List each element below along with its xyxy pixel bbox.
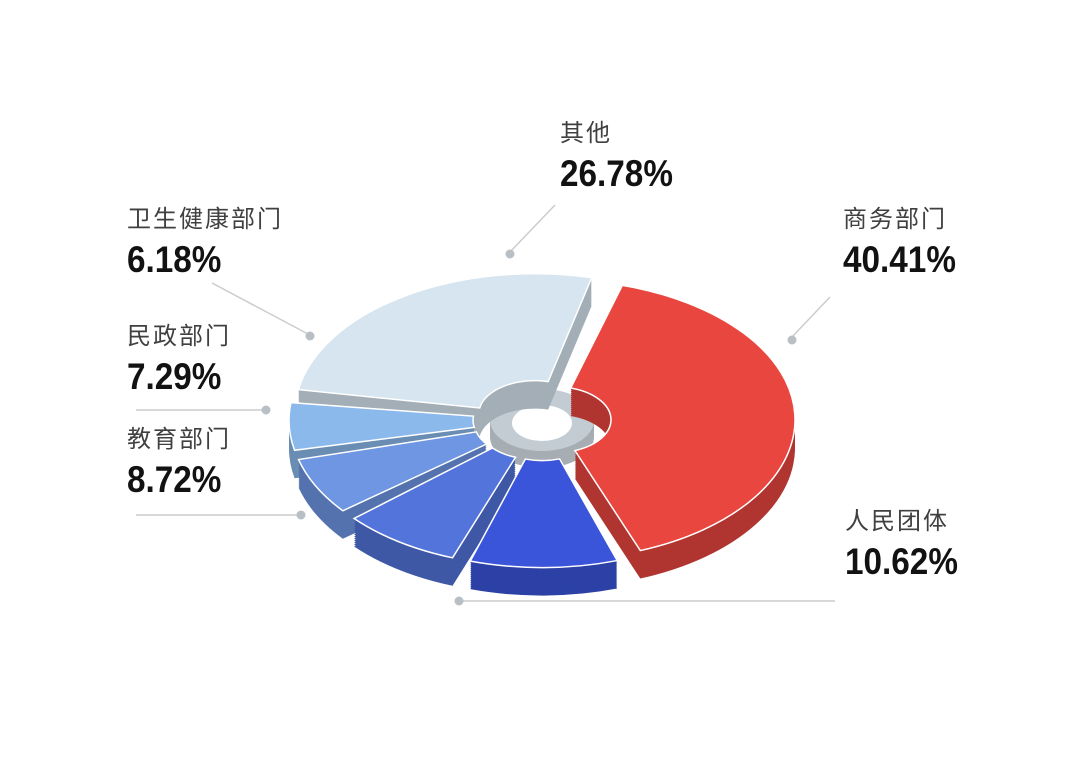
callout-health: 卫生健康部门 6.18%	[127, 206, 283, 280]
slice-value: 8.72%	[127, 458, 222, 500]
leader-dot	[787, 335, 797, 345]
leader-lines	[136, 204, 835, 606]
pie-slice-top	[469, 458, 619, 569]
leader-dot	[296, 510, 306, 520]
pie-slice-0	[569, 284, 796, 579]
callout-civil-affairs: 民政部门 7.29%	[127, 323, 232, 397]
callout-other: 其他 26.78%	[560, 120, 686, 194]
slice-label: 教育部门	[127, 426, 231, 453]
leader-line	[790, 296, 831, 339]
slice-label: 其他	[560, 120, 612, 147]
slice-label: 民政部门	[127, 323, 231, 350]
leader-line	[211, 282, 309, 335]
leader-line	[509, 204, 556, 253]
leader-dot	[305, 331, 315, 341]
callout-commerce: 商务部门 40.41%	[843, 206, 969, 280]
slice-value: 10.62%	[845, 540, 958, 582]
pie-slice-top	[569, 284, 796, 552]
slice-value: 26.78%	[560, 152, 673, 194]
pie-slice-1	[469, 458, 619, 596]
pie-slice-top	[297, 431, 489, 512]
slice-value: 7.29%	[127, 355, 222, 397]
callout-people-group: 人民团体 10.62%	[845, 508, 971, 582]
leader-dot	[454, 596, 464, 606]
leader-dot	[261, 405, 271, 415]
pie-slice-5	[297, 272, 593, 436]
slice-label: 卫生健康部门	[127, 206, 283, 233]
slice-label: 商务部门	[843, 206, 947, 233]
pie-slice-top	[352, 447, 517, 559]
slice-value: 6.18%	[127, 238, 222, 280]
pie-slice-top	[297, 272, 593, 409]
pie-slice-2	[352, 447, 517, 586]
pie-slice-top	[288, 401, 476, 452]
leader-dot	[505, 249, 515, 259]
callout-education: 教育部门 8.72%	[127, 426, 232, 500]
slice-label: 人民团体	[845, 508, 949, 535]
slice-value: 40.41%	[843, 238, 956, 280]
